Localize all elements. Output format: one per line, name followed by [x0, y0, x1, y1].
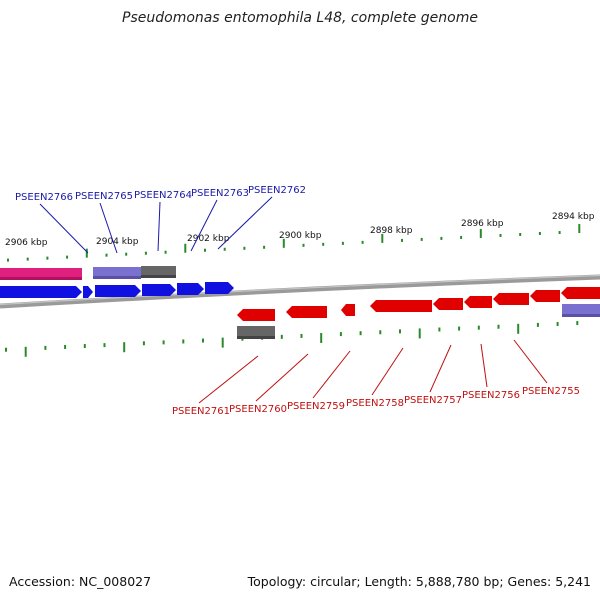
gene-label-reverse[interactable]: PSEEN2760: [229, 404, 287, 415]
gray-feature-shade: [141, 275, 176, 278]
leader-line: [429, 344, 452, 393]
gene-label-reverse[interactable]: PSEEN2761: [172, 406, 230, 417]
purple-feature-shade: [93, 276, 141, 279]
genome-backbone: [0, 274, 600, 309]
pink-feature-shade: [0, 277, 82, 280]
leader-line: [99, 202, 118, 254]
forward-gene-labels: PSEEN2766 PSEEN2765 PSEEN2764 PSEEN2763 PSEE…: [15, 185, 306, 203]
gene-arrow-reverse[interactable]: [237, 309, 275, 321]
gene-arrow-reverse[interactable]: [464, 296, 492, 308]
purple-feature-right: [562, 304, 600, 317]
purple-feature-right-shade: [562, 314, 600, 317]
leader-line: [255, 353, 309, 402]
gene-arrow-reverse[interactable]: [433, 298, 463, 310]
scale-label: 2894 kbp: [552, 212, 595, 222]
gene-label-forward[interactable]: PSEEN2765: [75, 191, 133, 202]
gray-feature-lower: [237, 326, 275, 339]
forward-gene-leaders: [39, 196, 273, 254]
gene-label-reverse[interactable]: PSEEN2755: [522, 386, 580, 397]
gene-arrow-forward[interactable]: [177, 283, 204, 295]
scale-label: 2906 kbp: [5, 238, 48, 248]
gene-label-reverse[interactable]: PSEEN2757: [404, 395, 462, 406]
top-scale-ticks: [7, 224, 581, 262]
gray-feature-lower-shade: [237, 336, 275, 339]
gene-label-reverse[interactable]: PSEEN2756: [462, 390, 520, 401]
gene-arrow-reverse[interactable]: [561, 287, 600, 299]
accession-label: Accession: NC_008027: [9, 574, 152, 589]
gene-arrow-reverse[interactable]: [341, 304, 355, 316]
leader-line: [190, 199, 218, 252]
scale-label: 2896 kbp: [461, 219, 504, 229]
reverse-gene-leaders: [198, 339, 548, 404]
gene-label-forward[interactable]: PSEEN2762: [248, 185, 306, 196]
reverse-gene-track: [237, 287, 600, 321]
gene-arrow-reverse[interactable]: [370, 300, 432, 312]
genome-backbone-shade: [0, 274, 600, 306]
forward-gene-track: [0, 282, 234, 298]
bottom-scale-ticks: [5, 321, 579, 357]
gene-label-forward[interactable]: PSEEN2766: [15, 192, 73, 203]
leader-line: [312, 350, 351, 399]
scale-label: 2904 kbp: [96, 237, 139, 247]
scale-label: 2898 kbp: [370, 226, 413, 236]
scale-labels: 2906 kbp 2904 kbp 2902 kbp 2900 kbp 2898 kbp…: [5, 212, 595, 248]
gene-arrow-reverse[interactable]: [530, 290, 560, 302]
gene-label-forward[interactable]: PSEEN2763: [191, 188, 249, 199]
leader-line: [157, 201, 161, 252]
gene-arrow-forward[interactable]: [142, 284, 176, 296]
map-title: Pseudomonas entomophila L48, complete ge…: [122, 10, 478, 26]
leader-line: [39, 203, 89, 254]
gene-arrow-forward[interactable]: [83, 286, 93, 298]
gene-arrow-forward[interactable]: [205, 282, 234, 294]
genome-summary: Topology: circular; Length: 5,888,780 bp…: [247, 574, 591, 589]
leader-line: [371, 347, 404, 396]
leader-line: [513, 339, 548, 384]
gene-label-forward[interactable]: PSEEN2764: [134, 190, 192, 201]
leader-line: [480, 343, 488, 388]
gene-label-reverse[interactable]: PSEEN2759: [287, 401, 345, 412]
scale-label: 2902 kbp: [187, 234, 230, 244]
gene-arrow-reverse[interactable]: [493, 293, 529, 305]
reverse-gene-labels: PSEEN2761 PSEEN2760 PSEEN2759 PSEEN2758 PSEE…: [172, 386, 580, 417]
gene-arrow-forward[interactable]: [0, 286, 82, 298]
gene-label-reverse[interactable]: PSEEN2758: [346, 398, 404, 409]
leader-line: [217, 196, 273, 250]
leader-line: [198, 355, 259, 404]
gene-arrow-forward[interactable]: [95, 285, 141, 297]
scale-label: 2900 kbp: [279, 231, 322, 241]
gene-arrow-reverse[interactable]: [286, 306, 327, 318]
